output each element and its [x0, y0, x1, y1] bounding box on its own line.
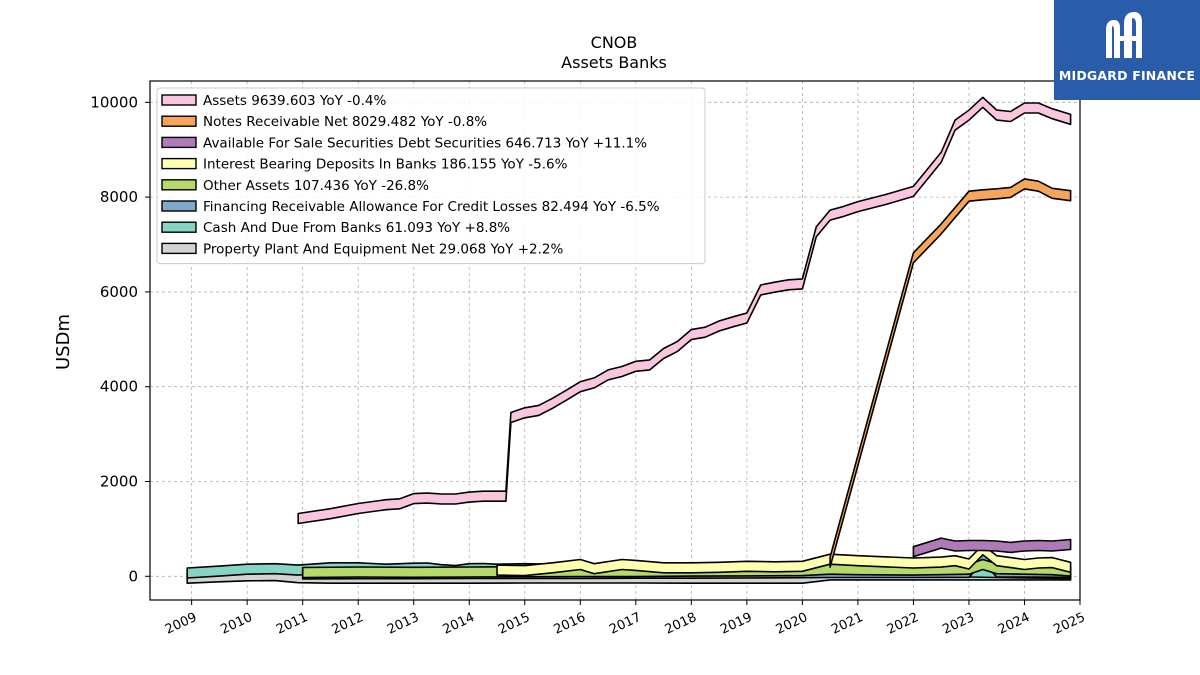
x-tick-label: 2023: [940, 610, 976, 638]
legend-swatch-2: [161, 136, 197, 149]
y-tick-label: 10000: [90, 93, 138, 111]
y-axis-label: USDm: [53, 314, 74, 370]
series-band-2: [912, 537, 1072, 558]
y-tick-label: 4000: [100, 378, 138, 396]
legend-swatch-6: [161, 221, 197, 233]
series-band-1: [829, 178, 1072, 568]
x-tick-label: 2011: [274, 610, 310, 638]
x-tick-label: 2010: [219, 610, 255, 638]
legend-swatch-5: [161, 200, 197, 212]
y-tick-label: 2000: [100, 473, 138, 491]
series-layer: [186, 96, 1072, 584]
legend-swatch-1: [161, 115, 197, 127]
x-tick-label: 2015: [496, 610, 532, 638]
x-tick-label: 2016: [552, 610, 588, 638]
x-tick-label: 2012: [330, 610, 366, 638]
legend-box: [156, 87, 706, 265]
series-band-0: [297, 96, 1072, 525]
legend-swatch-7: [161, 242, 197, 255]
brand-name: MIDGARD FINANCE: [1058, 68, 1196, 83]
y-tick-label: 6000: [100, 283, 138, 301]
x-tick-label: 2025: [1051, 610, 1087, 638]
legend-entry-5: Financing Receivable Allowance For Credi…: [203, 199, 660, 215]
x-tick-label: 2020: [774, 610, 810, 638]
x-tick-label: 2019: [718, 610, 754, 638]
plot-frame: [149, 80, 1081, 601]
legend-entry-3: Interest Bearing Deposits In Banks 186.1…: [203, 157, 568, 173]
chart-subtitle: Assets Banks: [561, 53, 667, 72]
y-tick-label: 8000: [100, 188, 138, 206]
legend-swatch-3: [161, 157, 197, 170]
x-tick-label: 2017: [607, 610, 643, 638]
x-tick-label: 2022: [885, 610, 921, 638]
legend-swatch-4: [161, 179, 197, 191]
x-tick-label: 2018: [663, 610, 699, 638]
x-tick-label: 2014: [441, 610, 477, 638]
legend-entry-7: Property Plant And Equipment Net 29.068 …: [203, 241, 563, 257]
legend-entry-0: Assets 9639.603 YoY -0.4%: [203, 93, 387, 109]
x-tick-label: 2013: [385, 610, 421, 638]
x-tick-label: 2009: [163, 610, 199, 638]
y-tick-label: 0: [128, 567, 138, 585]
legend-entry-2: Available For Sale Securities Debt Secur…: [203, 135, 647, 151]
chart-title: CNOB: [591, 33, 638, 52]
brand-mark-icon: [1106, 12, 1142, 58]
x-tick-label: 2024: [996, 610, 1032, 638]
legend-entry-6: Cash And Due From Banks 61.093 YoY +8.8%: [203, 220, 510, 236]
legend-entry-4: Other Assets 107.436 YoY -26.8%: [203, 178, 429, 194]
legend-swatch-0: [161, 94, 197, 106]
legend-entry-1: Notes Receivable Net 8029.482 YoY -0.8%: [203, 114, 487, 130]
brand-logo: MIDGARD FINANCE: [1054, 0, 1200, 100]
legend: Assets 9639.603 YoY -0.4% Notes Receivabl…: [156, 87, 706, 265]
x-tick-label: 2021: [829, 610, 865, 638]
series-band-3: [496, 544, 1072, 577]
